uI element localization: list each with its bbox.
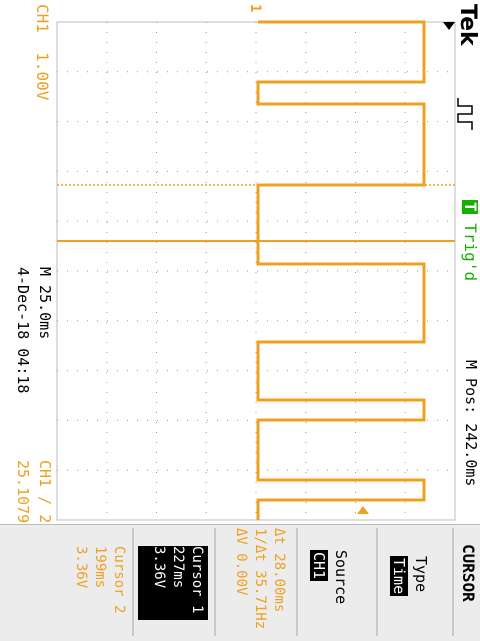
timebase-readout: M 25.0ms <box>36 267 54 340</box>
delta-readout: Δt 28.00ms 1/Δt 35.71Hz ΔV 0.00V <box>231 528 288 629</box>
brand-logo: Tek <box>455 4 480 46</box>
trigger-badge: T <box>461 200 480 214</box>
cursor-1-highlight[interactable] <box>138 546 208 620</box>
menu-divider <box>214 528 216 636</box>
menu-divider <box>376 528 378 636</box>
trigger-position-marker <box>443 22 455 30</box>
type-value: Time <box>390 556 408 597</box>
delta-time: Δt 28.00ms <box>271 528 287 613</box>
cursor-1-volts: 3.36V <box>151 546 167 589</box>
trigger-status-text: Trig'd <box>461 223 480 282</box>
date-time-readout: 4-Dec-18 04:18 <box>14 267 32 394</box>
type-button[interactable]: Type Time <box>388 556 432 597</box>
trigger-status: T Trig'd <box>461 200 480 282</box>
trigger-slope-icon: / <box>36 496 54 506</box>
ch1-scale-readout: CH1 1.00V <box>33 4 52 101</box>
source-button[interactable]: Source CH1 <box>308 550 352 604</box>
cursor-2-volts: 3.36V <box>73 546 89 589</box>
cursor-1-time: 227ms <box>170 546 186 589</box>
ch1-waveform <box>256 20 426 520</box>
delta-volts: ΔV 0.00V <box>233 528 249 596</box>
cursor-1-readout[interactable]: Cursor 1 227ms 3.36V <box>149 546 206 613</box>
cursor-2-readout: Cursor 2 199ms 3.36V <box>71 546 128 613</box>
delta-frequency: 1/Δt 35.71Hz <box>252 528 268 630</box>
ch1-volts-per-div: 1.00V <box>33 52 52 101</box>
cursor-1-label: Cursor 1 <box>189 546 205 614</box>
menu-divider <box>452 528 454 636</box>
menu-divider <box>132 528 134 636</box>
trigger-source: CH1 <box>36 460 54 488</box>
trigger-level-marker <box>357 506 369 514</box>
graticule-frame <box>56 21 456 521</box>
cursor-2-time: 199ms <box>92 546 108 589</box>
ch1-ground-marker: 1 <box>247 4 263 13</box>
cursor-2-label: Cursor 2 <box>111 546 127 614</box>
menu-title: CURSOR <box>459 544 478 602</box>
type-label: Type <box>412 556 430 593</box>
horizontal-position-readout: M Pos: 242.0ms <box>462 360 480 487</box>
source-label: Source <box>332 550 350 605</box>
ch1-label: CH1 <box>33 4 52 33</box>
menu-divider <box>296 528 298 636</box>
source-value: CH1 <box>310 550 328 582</box>
graticule-grid <box>57 22 455 520</box>
single-shot-acquire-icon <box>457 98 473 130</box>
